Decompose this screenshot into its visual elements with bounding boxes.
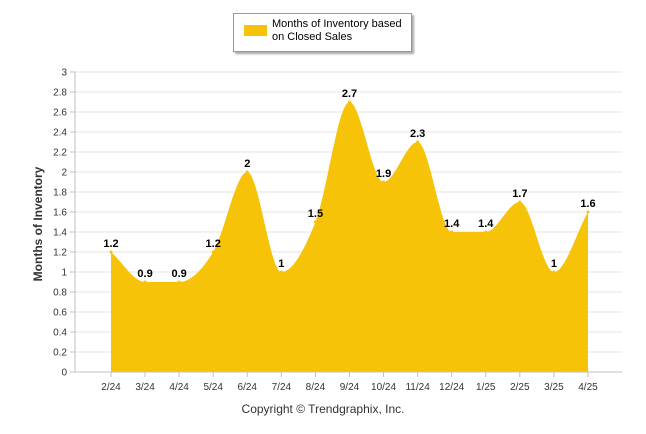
y-axis-title: Months of Inventory bbox=[31, 166, 45, 282]
data-label: 1 bbox=[278, 258, 284, 270]
data-point bbox=[450, 230, 454, 234]
y-tick-label: 2.4 bbox=[53, 128, 67, 139]
x-tick-label: 4/25 bbox=[578, 382, 598, 393]
y-tick-label: 0.8 bbox=[53, 288, 67, 299]
area-series bbox=[109, 100, 590, 372]
data-point bbox=[552, 270, 556, 274]
y-tick-label: 3 bbox=[61, 68, 67, 79]
legend: Months of Inventory based on Closed Sale… bbox=[233, 13, 412, 52]
data-label: 0.9 bbox=[171, 268, 186, 280]
legend-series-name: Months of Inventory based on Closed Sale… bbox=[272, 18, 402, 43]
data-point bbox=[347, 100, 351, 104]
data-label: 2.3 bbox=[410, 128, 425, 140]
data-labels: 1.2 0.9 0.9 1.2 2 1 1.5 2.7 1.9 2.3 1.4 1.4 1.7 1 1.6 bbox=[103, 88, 595, 280]
x-tick-label: 3/24 bbox=[135, 382, 155, 393]
x-tick-label: 2/24 bbox=[101, 382, 121, 393]
data-label: 1.7 bbox=[512, 188, 527, 200]
x-tick-label: 9/24 bbox=[340, 382, 360, 393]
data-point bbox=[211, 250, 215, 254]
data-label: 1.2 bbox=[103, 238, 118, 250]
y-tick-label: 1.6 bbox=[53, 208, 67, 219]
data-label: 1.4 bbox=[444, 218, 460, 230]
data-point bbox=[279, 270, 283, 274]
data-label: 2 bbox=[244, 158, 250, 170]
data-point bbox=[245, 170, 249, 174]
y-tick-label: 0.2 bbox=[53, 348, 67, 359]
x-tick-label: 3/25 bbox=[544, 382, 564, 393]
data-point bbox=[109, 250, 113, 254]
y-tick-label: 0.4 bbox=[53, 328, 67, 339]
x-tick-label: 1/25 bbox=[476, 382, 496, 393]
y-tick-label: 1.4 bbox=[53, 228, 67, 239]
data-point bbox=[177, 280, 181, 284]
x-tick-label: 12/24 bbox=[439, 382, 464, 393]
data-point bbox=[143, 280, 147, 284]
x-tick-label: 6/24 bbox=[238, 382, 258, 393]
x-tick-label: 8/24 bbox=[306, 382, 326, 393]
x-tick-label: 2/25 bbox=[510, 382, 530, 393]
x-tick-label: 10/24 bbox=[371, 382, 396, 393]
data-label: 1.2 bbox=[206, 238, 221, 250]
y-tick-label: 1.8 bbox=[53, 188, 67, 199]
y-tick-label: 1 bbox=[61, 268, 67, 279]
data-label: 0.9 bbox=[137, 268, 152, 280]
y-tick-label: 2 bbox=[61, 168, 67, 179]
data-label: 1 bbox=[551, 258, 557, 270]
data-label: 1.9 bbox=[376, 168, 391, 180]
y-tick-label: 1.2 bbox=[53, 248, 67, 259]
y-tick-label: 2.6 bbox=[53, 108, 67, 119]
data-point bbox=[484, 230, 488, 234]
legend-swatch bbox=[244, 25, 267, 36]
data-point bbox=[313, 220, 317, 224]
data-label: 2.7 bbox=[342, 88, 357, 100]
data-label: 1.6 bbox=[580, 198, 595, 210]
y-tick-label: 0 bbox=[61, 368, 67, 379]
data-point bbox=[518, 200, 522, 204]
data-label: 1.4 bbox=[478, 218, 494, 230]
axes: 0 0.2 0.4 0.6 0.8 1 1.2 1.4 1.6 1.8 2 2.2 2.4 2.6 2.8 3… bbox=[53, 68, 622, 393]
copyright-text: Copyright © Trendgraphix, Inc. bbox=[241, 402, 405, 416]
data-point bbox=[416, 140, 420, 144]
area-series-path bbox=[111, 102, 588, 372]
x-tick-label: 4/24 bbox=[169, 382, 189, 393]
x-tick-label: 11/24 bbox=[405, 382, 430, 393]
x-tick-label: 7/24 bbox=[272, 382, 292, 393]
data-point bbox=[382, 180, 386, 184]
data-label: 1.5 bbox=[308, 208, 323, 220]
y-tick-label: 2.8 bbox=[53, 88, 67, 99]
y-tick-label: 0.6 bbox=[53, 308, 67, 319]
x-tick-label: 5/24 bbox=[203, 382, 223, 393]
data-point bbox=[586, 210, 590, 214]
y-tick-label: 2.2 bbox=[53, 148, 67, 159]
